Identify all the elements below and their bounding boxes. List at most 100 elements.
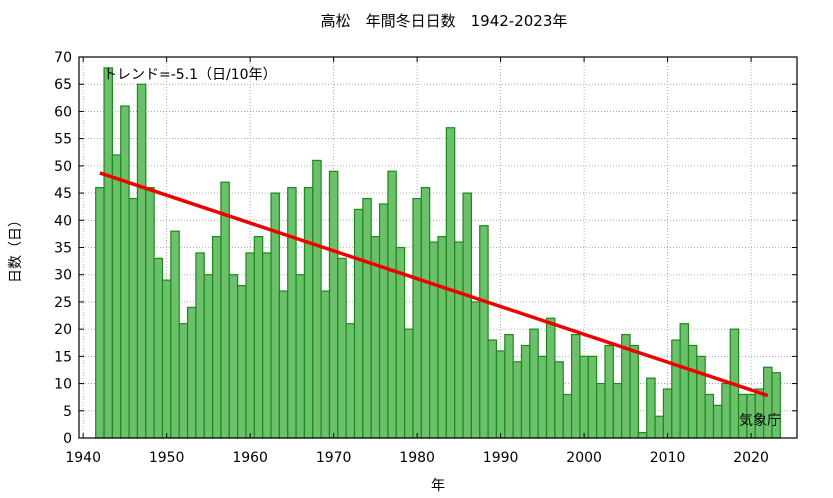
- bar: [587, 355, 598, 439]
- bar: [320, 290, 331, 439]
- trend-label: トレンド=-5.1（日/10年）: [103, 67, 277, 83]
- bar: [629, 344, 639, 439]
- y-tick-label: 0: [63, 431, 72, 447]
- bar: [462, 192, 472, 439]
- x-tick-label: 1950: [149, 450, 185, 466]
- source-label: 気象庁: [739, 413, 781, 429]
- bar: [529, 328, 539, 439]
- bar: [445, 127, 456, 439]
- bar: [378, 203, 389, 439]
- bar: [195, 252, 205, 439]
- bar: [637, 431, 648, 439]
- y-tick-label: 70: [54, 50, 72, 66]
- bar: [387, 170, 397, 439]
- x-tick-label: 1960: [232, 450, 268, 466]
- bar: [554, 361, 564, 439]
- bar: [662, 388, 673, 439]
- y-tick-label: 55: [54, 132, 72, 148]
- bar: [504, 333, 514, 439]
- bar: [228, 274, 239, 439]
- y-tick-label: 5: [63, 404, 72, 420]
- y-tick-label: 30: [54, 268, 72, 284]
- bar: [295, 274, 306, 439]
- x-tick-label: 1970: [316, 450, 352, 466]
- bar: [220, 181, 230, 439]
- y-tick-label: 40: [54, 213, 72, 229]
- y-tick-label: 10: [54, 377, 72, 393]
- bar: [429, 241, 439, 439]
- bar: [454, 241, 464, 439]
- bar: [696, 355, 706, 439]
- grid: [79, 57, 797, 438]
- bars: [95, 67, 781, 439]
- y-tick-label: 35: [54, 241, 72, 257]
- y-tick-label: 65: [54, 77, 72, 93]
- bar: [570, 333, 581, 439]
- bar: [479, 225, 489, 439]
- bar: [303, 187, 314, 439]
- bar: [712, 404, 723, 439]
- y-tick-label: 50: [54, 159, 72, 175]
- bar: [596, 382, 606, 439]
- bar: [153, 257, 164, 439]
- y-tick-label: 60: [54, 104, 72, 120]
- bar: [328, 170, 339, 439]
- bar: [136, 83, 147, 439]
- bar: [545, 317, 556, 439]
- bar: [103, 67, 113, 439]
- bar: [704, 393, 715, 439]
- bar: [237, 285, 247, 439]
- bar: [437, 236, 447, 439]
- bar: [721, 382, 731, 439]
- bar: [562, 393, 573, 439]
- bar: [362, 197, 372, 439]
- bar: [278, 290, 289, 439]
- y-axis: 0 5 10 15 20 25 30 35 40 45 50 55 60 65 70: [54, 50, 797, 447]
- bar: [161, 279, 172, 439]
- bar: [487, 339, 498, 439]
- bar: [579, 355, 589, 439]
- bar: [170, 230, 180, 439]
- bar: [203, 274, 214, 439]
- bar: [671, 339, 681, 439]
- bar: [337, 257, 347, 439]
- bar: [520, 344, 531, 439]
- bar: [512, 361, 523, 439]
- trend-line: [99, 171, 769, 398]
- bar: [395, 246, 406, 439]
- bar: [111, 154, 122, 439]
- trend: [99, 171, 769, 398]
- bar: [211, 236, 222, 439]
- bar: [470, 301, 481, 439]
- bar: [312, 159, 322, 439]
- x-tick-label: 1980: [399, 450, 435, 466]
- x-tick-label: 2020: [733, 450, 769, 466]
- chart-title: 高松 年間冬日日数 1942-2023年: [321, 12, 568, 30]
- bar: [353, 208, 364, 439]
- bar: [262, 252, 272, 439]
- bar: [120, 105, 130, 439]
- bar: [128, 197, 139, 439]
- bar: [245, 252, 255, 439]
- bar: [646, 377, 656, 439]
- x-axis-label: 年: [431, 478, 445, 494]
- bar: [604, 344, 614, 439]
- bar: [178, 323, 189, 439]
- bar: [612, 382, 623, 439]
- bar: [287, 187, 297, 439]
- bar: [495, 350, 506, 439]
- bar: [412, 197, 422, 439]
- bar: [145, 187, 155, 439]
- bar: [654, 415, 665, 439]
- y-tick-label: 25: [54, 295, 72, 311]
- bar: [420, 187, 431, 439]
- x-axis: 1940 1950 1960 1970 1980 1990 2000 2010 2020: [65, 57, 769, 466]
- bar: [253, 236, 264, 439]
- bar: [679, 323, 690, 439]
- bar: [186, 306, 197, 439]
- bar: [404, 328, 414, 439]
- x-tick-label: 2010: [650, 450, 686, 466]
- y-tick-label: 20: [54, 322, 72, 338]
- x-tick-label: 1990: [483, 450, 519, 466]
- bar: [687, 344, 698, 439]
